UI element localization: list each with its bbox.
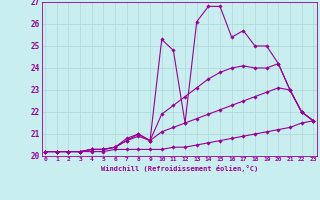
X-axis label: Windchill (Refroidissement éolien,°C): Windchill (Refroidissement éolien,°C) bbox=[100, 165, 258, 172]
